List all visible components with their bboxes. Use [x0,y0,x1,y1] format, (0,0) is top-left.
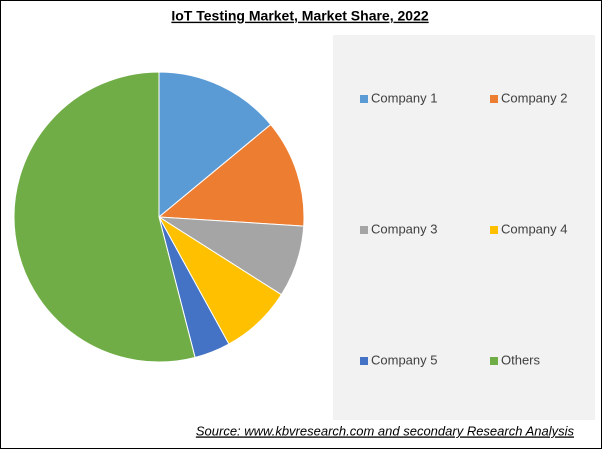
legend-swatch [490,226,498,234]
source: Source: www.kbvresearch.com and secondar… [196,423,575,438]
legend-swatch [490,357,498,365]
legend-label: Company 5 [371,352,437,367]
legend-label: Company 4 [501,221,567,236]
legend-label: Company 1 [371,90,437,105]
legend-label: Company 2 [501,90,567,105]
pie-slice [158,71,272,219]
pie-slice [13,71,196,363]
pie-slice [157,123,305,227]
legend-swatch [360,226,368,234]
legend-swatch [360,95,368,103]
legend-area [333,35,595,420]
legend-label: Company 3 [371,221,437,236]
chart-title: IoT Testing Market, Market Share, 2022 [171,8,428,24]
legend-swatch [360,357,368,365]
legend-swatch [490,95,498,103]
legend-label: Others [501,352,541,367]
